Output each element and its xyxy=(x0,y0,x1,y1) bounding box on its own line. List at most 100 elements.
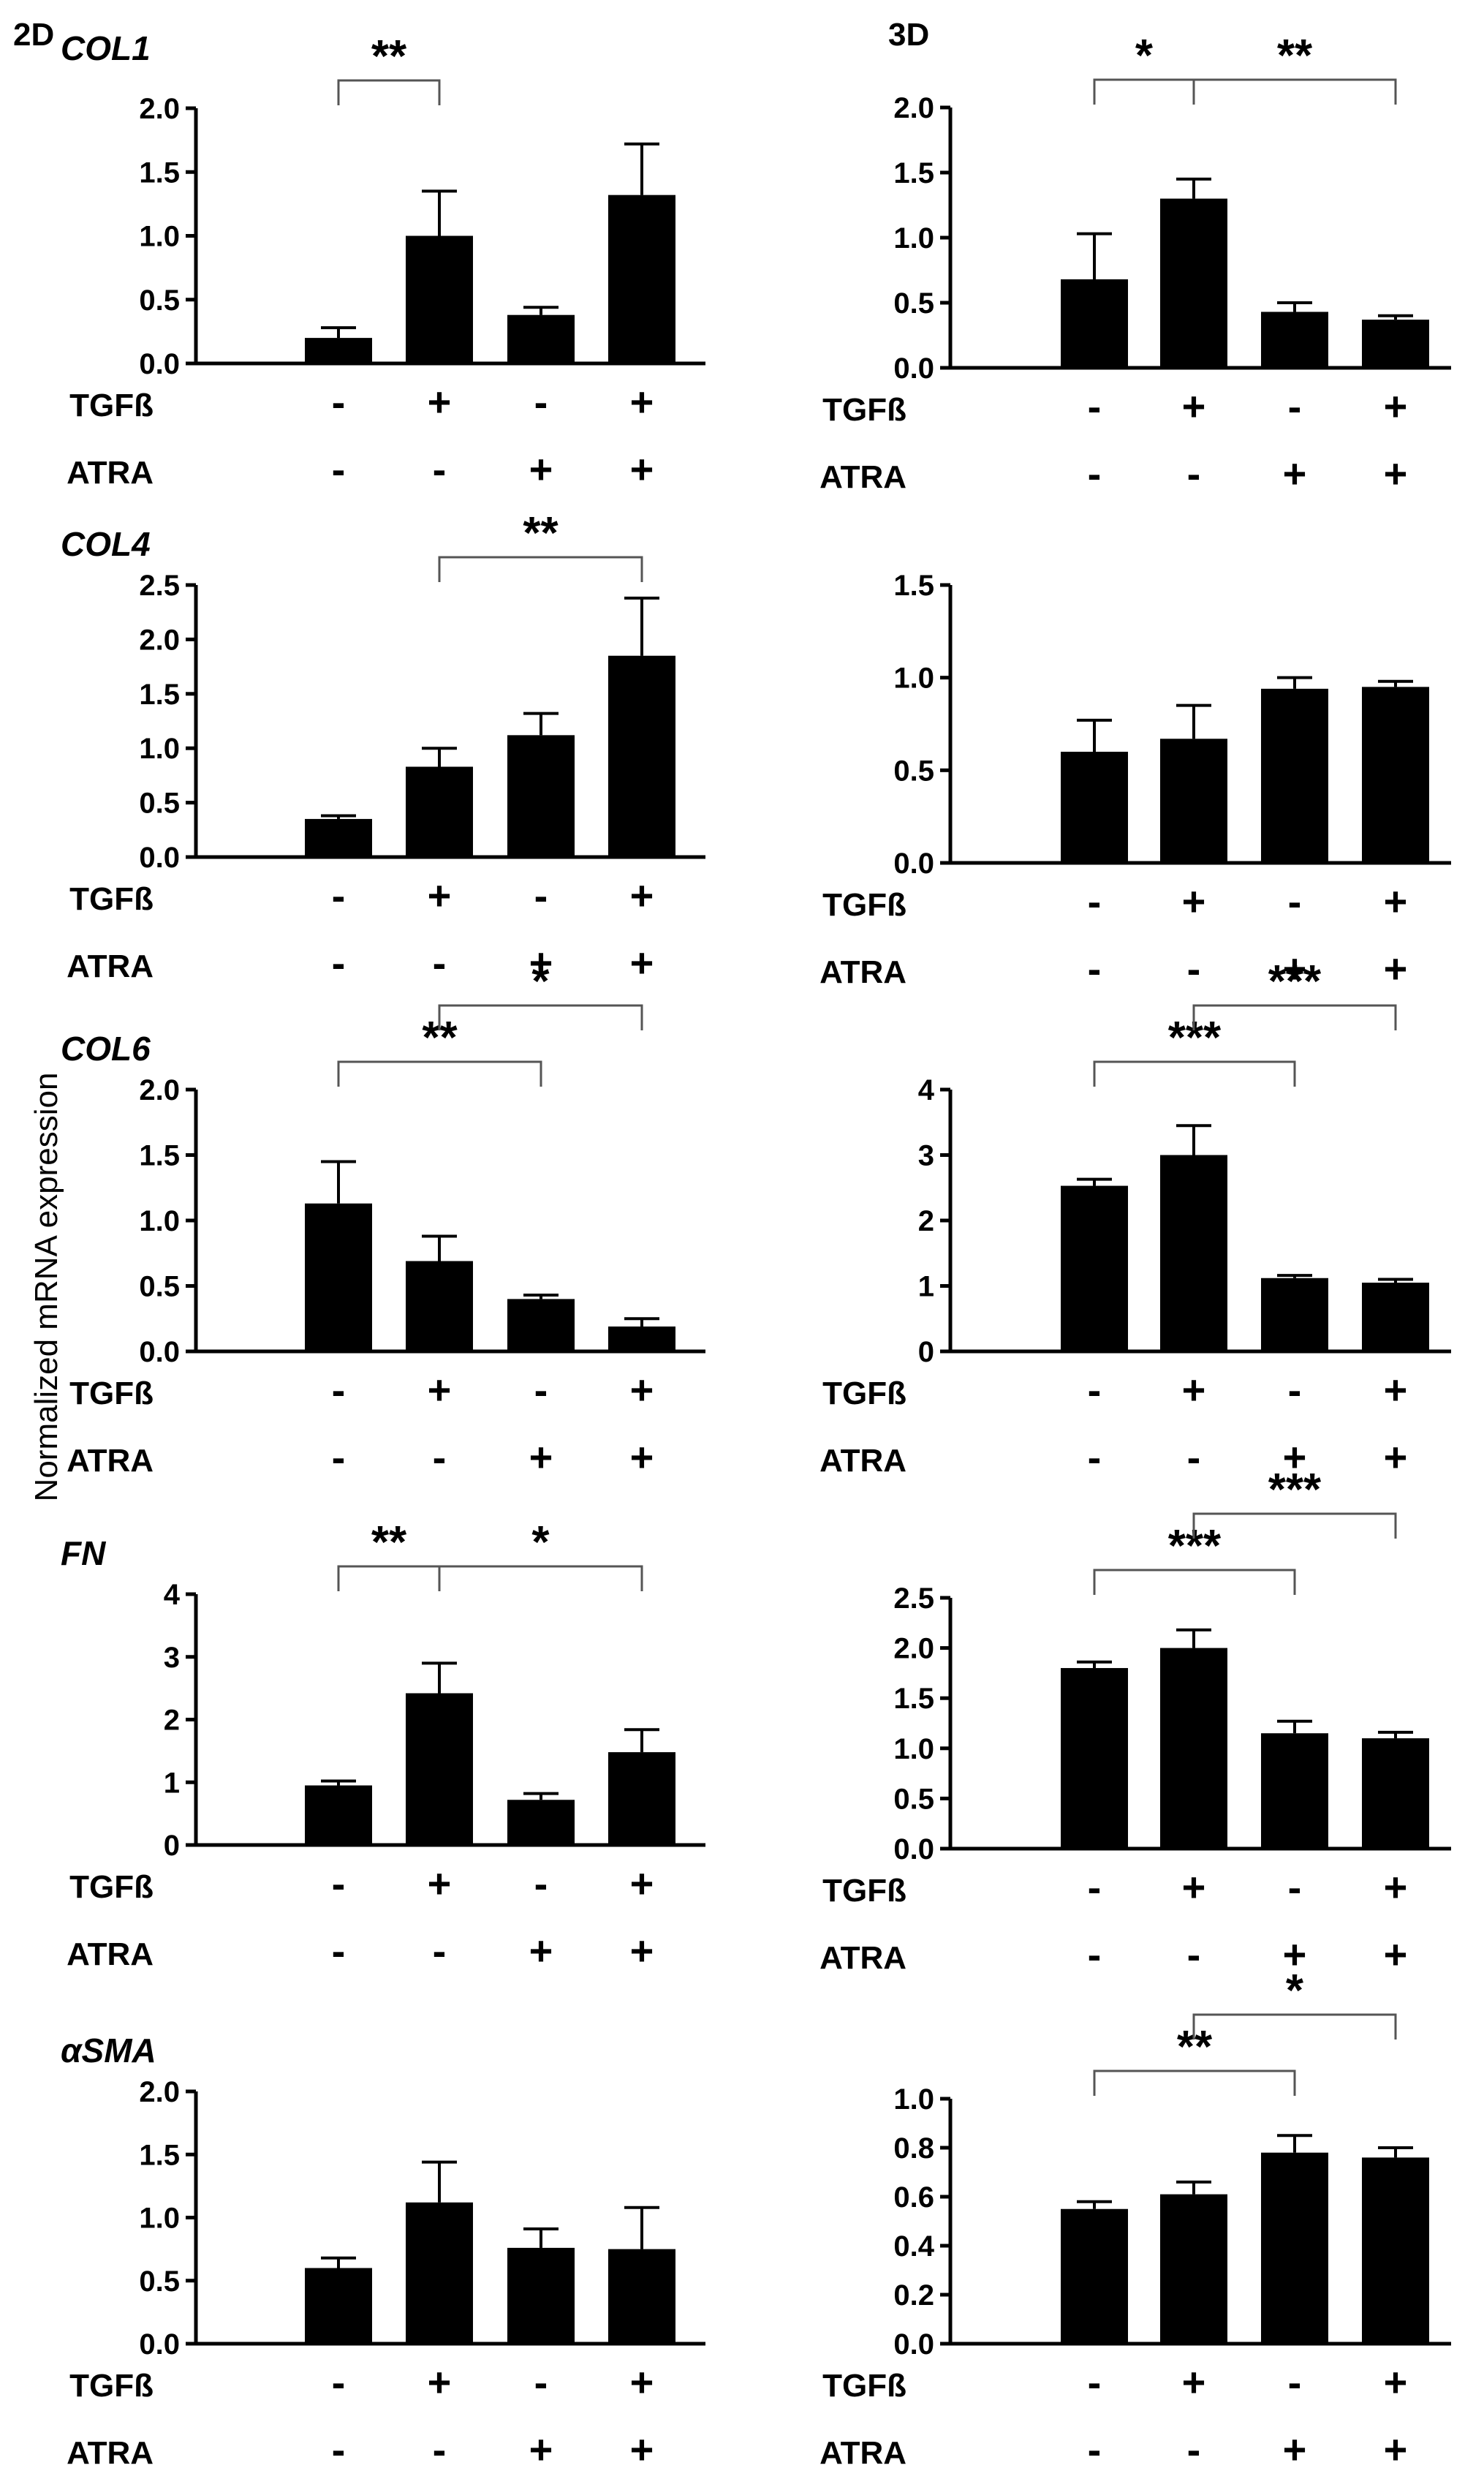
y-tick-label: 2.0 xyxy=(893,1633,934,1665)
y-tick-label: 0.5 xyxy=(893,1783,934,1815)
bar xyxy=(1160,2194,1227,2344)
treatment-sign: - xyxy=(332,1367,346,1413)
y-tick-label: 0.8 xyxy=(893,2132,934,2165)
y-tick-label: 1.5 xyxy=(139,679,180,711)
y-tick-label: 1 xyxy=(918,1271,934,1303)
treatment-row-label: TGFß xyxy=(69,1376,154,1411)
treatment-sign: + xyxy=(529,2426,553,2472)
treatment-sign: - xyxy=(332,379,346,425)
treatment-sign: + xyxy=(1182,2359,1206,2405)
y-tick-label: 4 xyxy=(918,1074,935,1106)
y-tick-label: 1.0 xyxy=(893,2083,934,2116)
y-tick-label: 0.5 xyxy=(893,287,934,320)
treatment-row-label: ATRA xyxy=(67,1443,154,1479)
bar xyxy=(608,195,675,363)
y-tick-label: 2.0 xyxy=(139,2076,180,2108)
bar xyxy=(406,1693,473,1845)
bar xyxy=(507,735,575,857)
significance-label: * xyxy=(1286,1966,1304,2016)
y-tick-label: 2.0 xyxy=(139,624,180,656)
bar xyxy=(305,1785,372,1845)
y-tick-label: 0.5 xyxy=(139,1271,180,1303)
y-tick-label: 1.5 xyxy=(893,157,934,189)
treatment-sign: + xyxy=(1283,946,1307,992)
bar xyxy=(406,235,473,363)
y-tick-label: 0.0 xyxy=(893,352,934,385)
bar xyxy=(1362,1283,1429,1351)
y-tick-label: 0.6 xyxy=(893,2181,934,2214)
bar xyxy=(608,2249,675,2344)
significance-bracket xyxy=(337,79,441,105)
treatment-sign: + xyxy=(1384,1864,1408,1910)
treatment-sign: - xyxy=(1088,1931,1102,1977)
bar xyxy=(305,338,372,363)
treatment-row-label: TGFß xyxy=(69,388,154,423)
significance-bracket xyxy=(438,556,643,582)
treatment-sign: + xyxy=(1384,1931,1408,1977)
treatment-row-label: TGFß xyxy=(822,2368,906,2404)
treatment-sign: + xyxy=(630,2426,654,2472)
treatment-sign: + xyxy=(529,940,553,986)
treatment-sign: + xyxy=(428,2359,452,2405)
y-tick-label: 1 xyxy=(164,1767,180,1799)
y-tick-label: 0.5 xyxy=(139,284,180,317)
y-tick-label: 0.0 xyxy=(893,1833,934,1865)
treatment-sign: - xyxy=(534,379,548,425)
chart-2d-2: COL4 0.0 0.5 1.0 1.5 2.0 2.5 TGFß - + - + ATRA - - + + ** xyxy=(61,508,705,986)
treatment-sign: + xyxy=(428,1367,452,1413)
y-tick-label: 2.0 xyxy=(139,1074,180,1106)
treatment-sign: - xyxy=(534,1860,548,1906)
y-tick-label: 0.5 xyxy=(139,2265,180,2298)
y-tick-label: 2 xyxy=(164,1705,180,1737)
treatment-row-label: TGFß xyxy=(69,1869,154,1905)
bar xyxy=(1061,752,1128,863)
treatment-sign: + xyxy=(630,1434,654,1480)
y-tick-label: 3 xyxy=(164,1642,180,1674)
treatment-row-label: ATRA xyxy=(819,459,906,495)
gene-title: FN xyxy=(61,1534,106,1572)
significance-label: *** xyxy=(1268,956,1322,1007)
y-tick-label: 2.0 xyxy=(139,93,180,125)
y-tick-label: 0.0 xyxy=(139,348,180,380)
bar xyxy=(1261,688,1328,863)
treatment-row-label: TGFß xyxy=(822,1873,906,1909)
treatment-sign: + xyxy=(1384,878,1408,924)
panel-label-3d: 3D xyxy=(888,17,929,53)
treatment-sign: - xyxy=(1187,450,1201,497)
y-tick-label: 2.5 xyxy=(139,570,180,602)
treatment-row-label: ATRA xyxy=(819,2435,906,2471)
treatment-sign: + xyxy=(428,379,452,425)
treatment-sign: - xyxy=(332,872,346,918)
y-tick-label: 1.5 xyxy=(139,2139,180,2171)
bar xyxy=(1261,1278,1328,1351)
treatment-sign: + xyxy=(529,1434,553,1480)
bar xyxy=(1160,1155,1227,1351)
significance-bracket xyxy=(438,1004,643,1030)
y-tick-label: 0.4 xyxy=(893,2230,934,2263)
treatment-sign: - xyxy=(332,1434,346,1480)
treatment-sign: - xyxy=(1288,383,1302,429)
treatment-sign: + xyxy=(529,1928,553,1974)
treatment-sign: - xyxy=(332,1928,346,1974)
bar xyxy=(608,1752,675,1845)
treatment-row-label: ATRA xyxy=(819,1443,906,1479)
chart-2d-1: COL1 0.0 0.5 1.0 1.5 2.0 TGFß - + - + ATRA - - + + ** xyxy=(61,29,705,492)
treatment-sign: + xyxy=(1384,2359,1408,2405)
chart-3d-2: 0.0 0.5 1.0 1.5 TGFß - + - + ATRA - - + + xyxy=(819,570,1451,992)
treatment-sign: + xyxy=(1182,878,1206,924)
treatment-sign: - xyxy=(433,1928,447,1974)
treatment-sign: - xyxy=(1288,1367,1302,1413)
y-axis-label: Normalized mRNA expression xyxy=(29,1073,64,1502)
significance-bracket xyxy=(1093,1060,1296,1087)
treatment-sign: - xyxy=(1088,1864,1102,1910)
treatment-sign: + xyxy=(1384,2426,1408,2472)
treatment-sign: - xyxy=(433,2426,447,2472)
gene-title: COL4 xyxy=(61,525,151,563)
treatment-sign: + xyxy=(630,872,654,918)
treatment-sign: + xyxy=(630,1860,654,1906)
treatment-sign: - xyxy=(534,1367,548,1413)
treatment-sign: - xyxy=(534,2359,548,2405)
gene-title: COL1 xyxy=(61,29,151,67)
